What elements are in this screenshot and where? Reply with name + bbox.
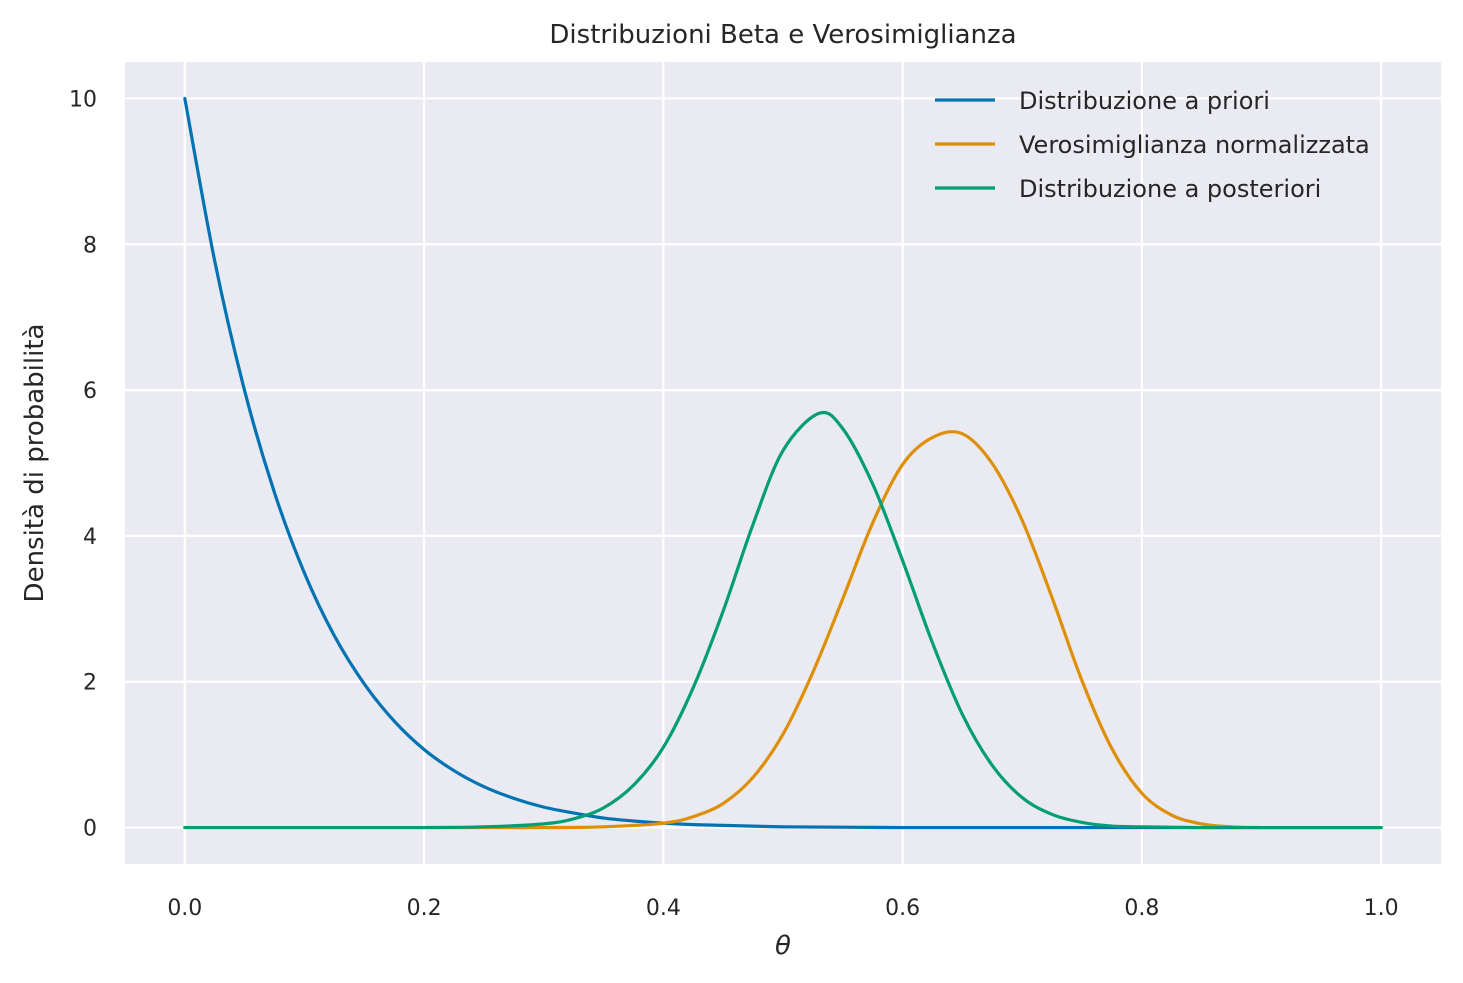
- legend-label: Distribuzione a posteriori: [1019, 175, 1321, 203]
- legend-label: Verosimiglianza normalizzata: [1019, 131, 1370, 159]
- series-line-3: [183, 410, 1383, 830]
- y-tick-label: 8: [83, 233, 97, 258]
- series-lines: [183, 96, 1383, 830]
- y-tick-label: 0: [83, 817, 97, 842]
- y-axis-label: Densità di probabilità: [20, 324, 50, 603]
- plot-area: [125, 62, 1441, 864]
- x-tick-label: 0.0: [167, 896, 202, 921]
- chart-title: Distribuzioni Beta e Verosimiglianza: [549, 20, 1016, 50]
- series-line-1: [183, 96, 1383, 830]
- x-tick-label: 1.0: [1364, 896, 1399, 921]
- x-tick-label: 0.8: [1124, 896, 1159, 921]
- x-tick-label: 0.4: [646, 896, 681, 921]
- x-axis-label: θ: [775, 931, 791, 961]
- x-tick-label: 0.6: [885, 896, 920, 921]
- x-tick-label: 0.2: [407, 896, 442, 921]
- y-tick-label: 10: [69, 87, 97, 112]
- y-tick-label: 2: [83, 671, 97, 696]
- legend-label: Distribuzione a priori: [1019, 87, 1270, 115]
- y-tick-label: 6: [83, 379, 97, 404]
- y-tick-labels: 0 2 4 6 8 10: [69, 87, 97, 841]
- x-tick-labels: 0.0 0.2 0.4 0.6 0.8 1.0: [167, 896, 1398, 921]
- y-tick-label: 4: [83, 525, 97, 550]
- legend: Distribuzione a priori Verosimiglianza no…: [935, 87, 1370, 203]
